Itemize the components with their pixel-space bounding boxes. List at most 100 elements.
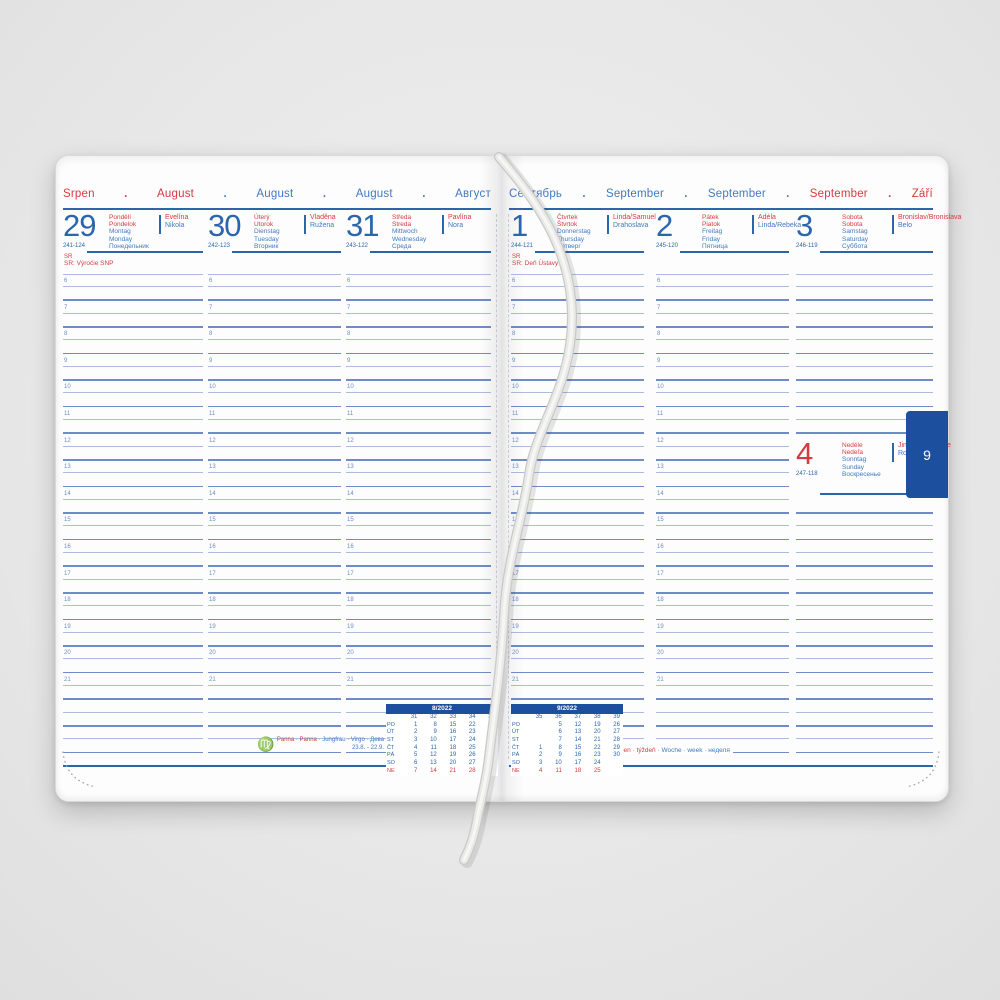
hour-rule — [63, 339, 203, 341]
half-hour-rule — [346, 671, 491, 674]
half-hour-rule — [346, 512, 491, 514]
mini-calendar-week-number: 35 — [488, 714, 495, 720]
half-hour-rule — [511, 458, 644, 461]
day-name-intl: Sonntag — [842, 456, 867, 464]
mini-calendar-day-row: PO 1 8 15 22 29 — [386, 722, 498, 730]
day-of-year: 242-123 — [208, 243, 231, 249]
day-name-intl: Mittwoch — [392, 228, 418, 236]
half-hour-rule — [511, 565, 644, 567]
mini-calendar-week-number: 38 — [593, 714, 601, 720]
hour-number: 11 — [512, 411, 519, 417]
hour-number: 18 — [512, 597, 519, 604]
mini-calendar-date: 16 — [449, 729, 457, 736]
hour-number: 18 — [657, 597, 664, 604]
hour-rule — [208, 472, 341, 474]
half-hour-rule — [63, 645, 203, 647]
half-hour-rule — [796, 352, 933, 355]
half-hour-rule — [346, 299, 491, 301]
half-hour-rule — [346, 538, 491, 541]
day-name-local: Štvrtok — [557, 221, 578, 229]
hour-number: 21 — [512, 677, 519, 683]
day-name-local: Sobota — [842, 221, 863, 229]
hour-rule — [796, 525, 933, 527]
day-of-year: 245-120 — [656, 243, 679, 249]
hour-number: 17 — [347, 570, 354, 577]
hour-rule — [656, 286, 789, 287]
hour-rule — [346, 605, 491, 607]
hour-rule — [796, 658, 933, 660]
mini-calendar-date: 6 — [414, 760, 418, 767]
hour-rule — [656, 445, 789, 447]
hour-number: 14 — [512, 490, 519, 497]
hour-rule — [656, 578, 789, 580]
hour-number: 14 — [657, 490, 664, 497]
mini-calendar-date: 23 — [468, 729, 476, 736]
half-hour-rule — [208, 538, 341, 541]
week-label-local: 35. týden · týždeň — [604, 747, 656, 754]
half-hour-rule — [346, 565, 491, 567]
hour-number: 13 — [657, 464, 664, 471]
namedays: Vladěna Ružena — [310, 214, 336, 230]
half-hour-rule — [63, 698, 203, 700]
hour-rule — [208, 339, 341, 341]
mini-calendar-day-abbr: ÚT — [512, 729, 520, 736]
mini-calendar-day-row: ÚT 2 9 16 23 30 — [386, 729, 498, 737]
half-hour-rule — [796, 432, 933, 434]
hour-number: 16 — [64, 544, 71, 550]
mini-calendar-date: 17 — [449, 737, 457, 744]
half-hour-rule — [511, 352, 644, 355]
bottom-rule — [63, 765, 491, 767]
half-hour-rule — [63, 405, 203, 408]
day-name-intl: Sunday — [842, 463, 865, 471]
day-name-intl: Donnerstag — [557, 228, 591, 236]
nameday-slovak: Ružena — [310, 222, 335, 230]
month-underline — [509, 208, 933, 210]
month-name: September — [809, 188, 868, 200]
hour-number: 21 — [209, 677, 216, 683]
day-names: Pondělí Pondelok Montag Monday Понедельник — [109, 214, 149, 250]
hour-rule — [63, 472, 203, 474]
nameday-czech: Vladěna — [310, 214, 336, 221]
day-names: Čtvrtek Štvrtok Donnerstag Thursday Четверг — [557, 214, 591, 250]
mini-calendar-date: 28 — [613, 737, 620, 744]
mini-calendar-week-row: 31 32 33 34 35 — [386, 714, 498, 722]
hour-rule — [656, 339, 789, 341]
hour-number: 12 — [64, 437, 71, 444]
hour-rule — [656, 472, 789, 474]
mini-calendar-date: 19 — [449, 752, 457, 759]
hour-number: 10 — [347, 384, 354, 391]
mini-calendar-date: 24 — [593, 760, 601, 767]
hour-rule — [208, 552, 341, 553]
hour-rule — [208, 312, 341, 314]
mini-calendar-day-abbr: SO — [387, 760, 395, 767]
header-divider — [159, 215, 161, 234]
nameday-slovak: Belo — [898, 222, 913, 230]
half-hour-rule — [346, 379, 491, 381]
hour-number: 10 — [209, 384, 216, 391]
hour-rule — [656, 658, 789, 660]
hour-number: 12 — [657, 437, 664, 444]
mini-calendar-date — [526, 722, 545, 730]
mini-calendar-date: 29 — [488, 721, 495, 728]
day-header-underline — [820, 251, 933, 253]
day-header-underline — [370, 251, 491, 253]
holiday-label: SR: Výročie SNP — [64, 260, 114, 267]
hour-number: 13 — [347, 464, 354, 471]
mini-calendar-week-number: 31 — [410, 714, 418, 720]
half-hour-rule — [208, 458, 341, 461]
day-header-underline — [232, 251, 341, 253]
half-hour-rule — [208, 565, 341, 567]
hour-rule — [511, 419, 644, 420]
half-hour-rule — [511, 432, 644, 434]
half-hour-rule — [346, 352, 491, 355]
day-name-intl: Dienstag — [254, 228, 280, 236]
month-tab: 9 — [906, 411, 948, 498]
month-header-row: Сентябрь. September. September. September. Z… — [509, 188, 933, 200]
half-hour-rule — [796, 591, 933, 594]
mini-calendar-day-row: ČT 1 8 15 22 29 — [511, 745, 623, 753]
mini-calendar-date: 20 — [449, 760, 457, 767]
nameday-czech: Pavlína — [448, 214, 472, 221]
hour-number: 16 — [512, 544, 519, 550]
hour-number: 17 — [64, 570, 71, 577]
hour-number: 9 — [347, 357, 351, 364]
